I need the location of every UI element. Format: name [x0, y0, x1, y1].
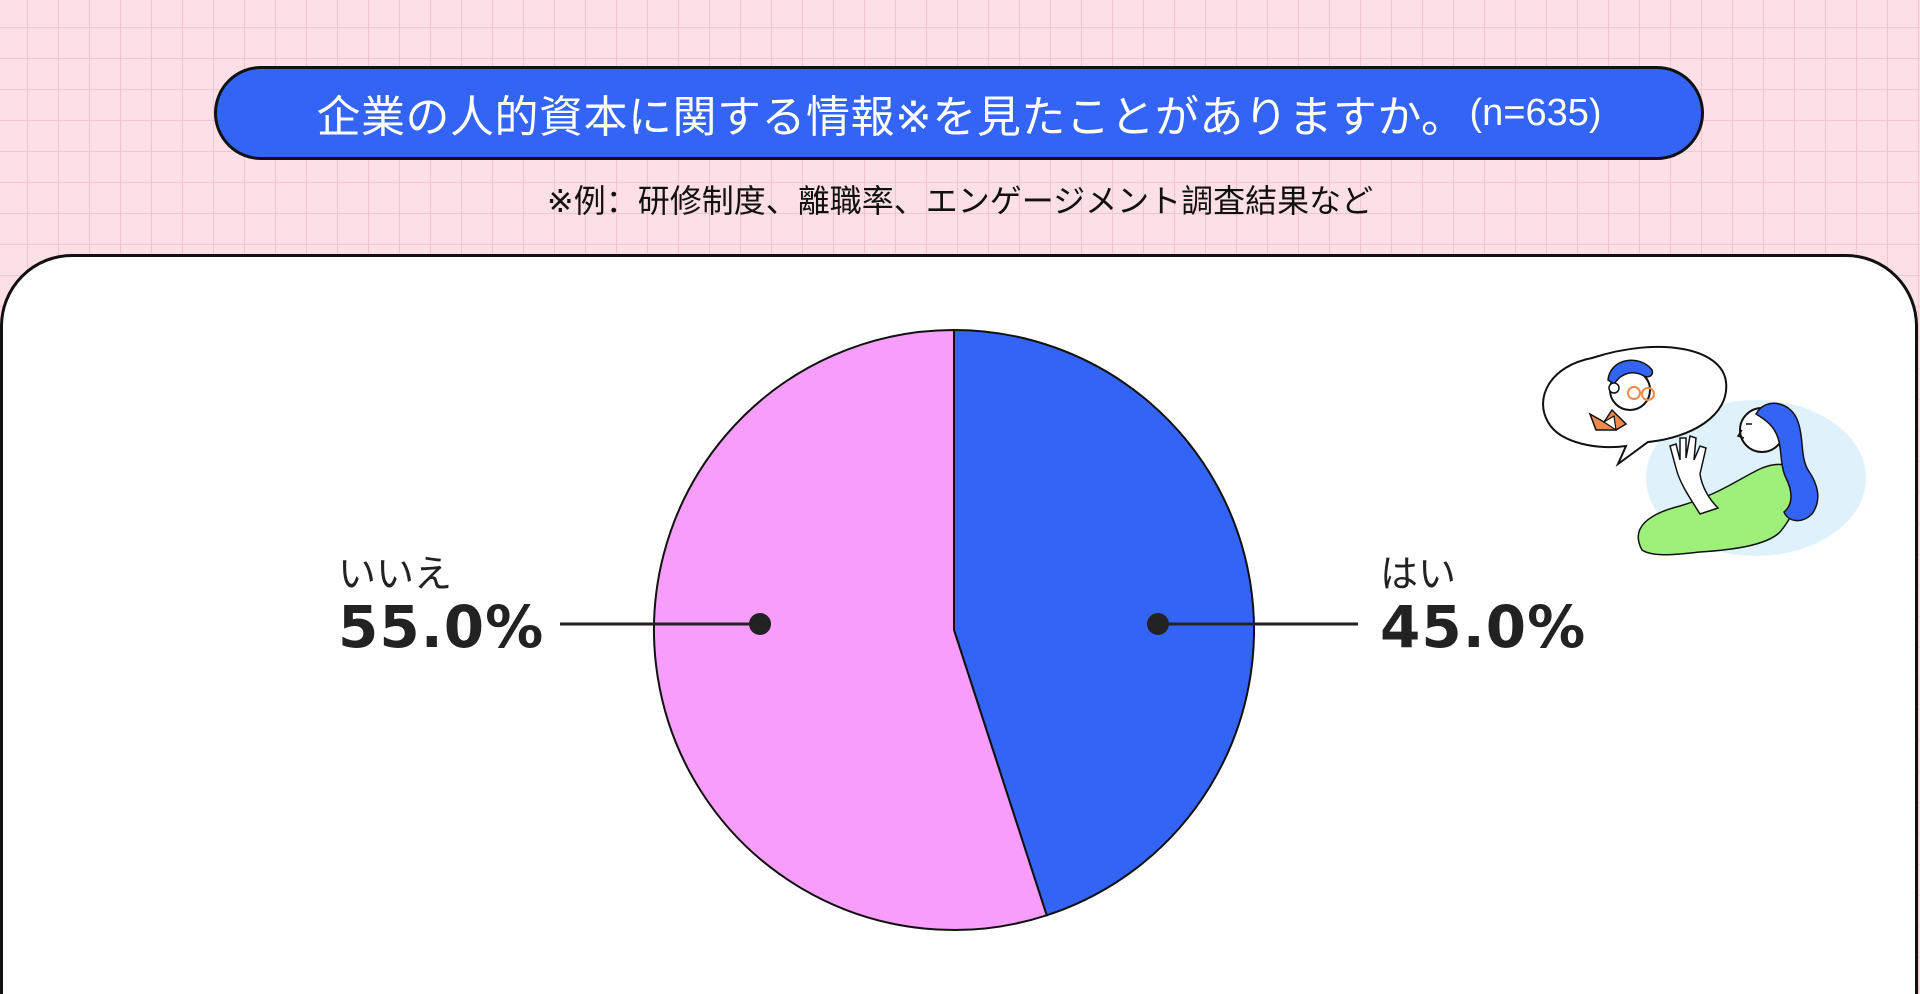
leader-dot-no: [749, 613, 771, 635]
slice-label-yes: はい 45.0%: [1380, 552, 1586, 658]
people-conversation-illustration: [1542, 345, 1866, 556]
slice-name-yes: はい: [1380, 552, 1457, 596]
pie-slice-yes: [953, 328, 1255, 917]
example-note: ※例：研修制度、離職率、エンゲージメント調査結果など: [546, 182, 1374, 220]
leader-dot-yes: [1147, 613, 1169, 635]
slice-label-no: いいえ 55.0%: [338, 552, 544, 658]
pie-slice-no: [653, 328, 1048, 931]
slice-name-no: いいえ: [338, 552, 453, 596]
question-text: 企業の人的資本に関する情報※を見たことがありますか。: [316, 92, 1466, 143]
slice-value-no: 55.0%: [338, 593, 545, 661]
sample-size: (n=635): [1469, 91, 1602, 134]
question-title: 企業の人的資本に関する情報※を見たことがありますか。 (n=635): [214, 66, 1704, 160]
slice-value-yes: 45.0%: [1380, 593, 1587, 661]
